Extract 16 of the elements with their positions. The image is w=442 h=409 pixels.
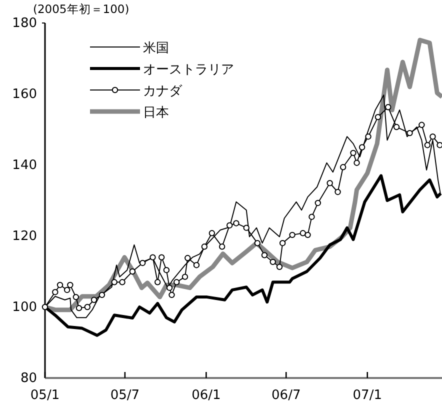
legend-label: 日本 (143, 106, 169, 120)
x-tick-label: 06/7 (272, 388, 301, 404)
legend-label: 米国 (143, 41, 169, 56)
x-tick-label: 07/1 (352, 388, 382, 404)
y-tick-label: 180 (12, 16, 37, 32)
y-tick-label: 160 (12, 87, 37, 102)
y-tick-label: 140 (12, 158, 37, 174)
x-tick-label: 06/1 (192, 388, 221, 404)
y-tick-label: 80 (20, 371, 37, 386)
legend-label: オーストラリア (143, 62, 234, 78)
y-axis-title: (2005年初＝100) (33, 2, 130, 16)
x-tick-label: 05/1 (30, 388, 60, 404)
x-tick-label: 05/7 (110, 388, 140, 404)
legend-label: カナダ (143, 84, 183, 99)
y-tick-label: 120 (12, 229, 37, 244)
y-tick-label: 100 (12, 300, 37, 316)
